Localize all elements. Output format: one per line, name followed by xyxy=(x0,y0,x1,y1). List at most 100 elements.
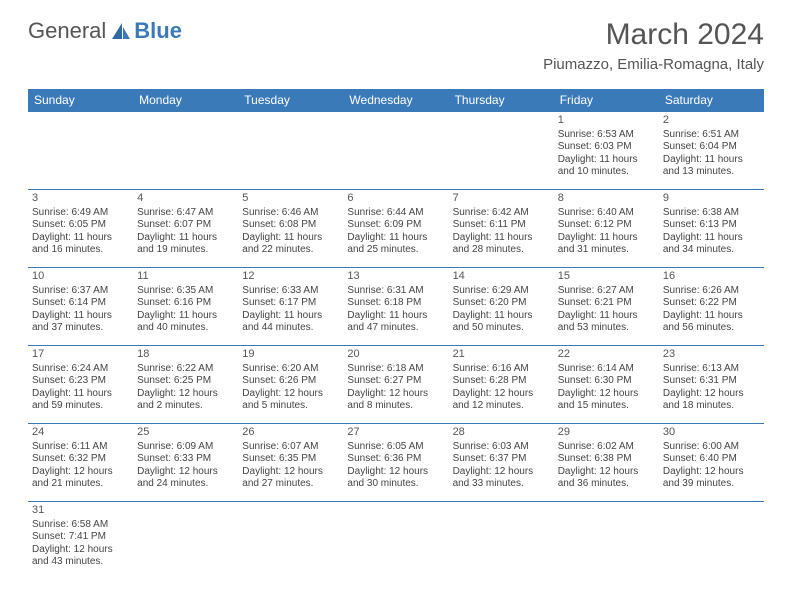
day-info-line: Sunrise: 6:33 AM xyxy=(242,285,339,298)
weekday-header-row: SundayMondayTuesdayWednesdayThursdayFrid… xyxy=(28,89,764,112)
day-info-line: Daylight: 11 hours xyxy=(663,232,760,245)
day-info-line: and 28 minutes. xyxy=(453,244,550,257)
day-info-line: Daylight: 11 hours xyxy=(32,232,129,245)
day-info-line: Daylight: 12 hours xyxy=(663,388,760,401)
day-info-line: and 30 minutes. xyxy=(347,478,444,491)
brand-part2: Blue xyxy=(134,18,182,44)
day-info-line: Daylight: 12 hours xyxy=(453,466,550,479)
calendar-day-cell: 28Sunrise: 6:03 AMSunset: 6:37 PMDayligh… xyxy=(449,424,554,502)
day-info-line: Sunrise: 6:40 AM xyxy=(558,207,655,220)
calendar-day-cell: 18Sunrise: 6:22 AMSunset: 6:25 PMDayligh… xyxy=(133,346,238,424)
day-number: 15 xyxy=(558,270,655,284)
day-number: 14 xyxy=(453,270,550,284)
day-number: 13 xyxy=(347,270,444,284)
day-info-line: Sunrise: 6:05 AM xyxy=(347,441,444,454)
day-number: 6 xyxy=(347,192,444,206)
day-info-line: and 18 minutes. xyxy=(663,400,760,413)
day-info-line: Daylight: 12 hours xyxy=(32,466,129,479)
calendar-empty-cell xyxy=(449,502,554,580)
day-info-line: Sunset: 6:22 PM xyxy=(663,297,760,310)
weekday-header: Wednesday xyxy=(343,89,448,112)
day-info-line: Sunrise: 6:16 AM xyxy=(453,363,550,376)
day-info-line: Sunset: 6:09 PM xyxy=(347,219,444,232)
day-number: 11 xyxy=(137,270,234,284)
sail-icon xyxy=(110,21,132,41)
calendar-day-cell: 3Sunrise: 6:49 AMSunset: 6:05 PMDaylight… xyxy=(28,190,133,268)
weekday-header: Sunday xyxy=(28,89,133,112)
day-info-line: and 22 minutes. xyxy=(242,244,339,257)
day-info-line: Daylight: 12 hours xyxy=(137,388,234,401)
day-info-line: Sunset: 6:07 PM xyxy=(137,219,234,232)
day-info-line: Sunset: 6:18 PM xyxy=(347,297,444,310)
day-info-line: Sunset: 6:17 PM xyxy=(242,297,339,310)
day-info-line: Sunrise: 6:31 AM xyxy=(347,285,444,298)
day-info-line: Daylight: 12 hours xyxy=(347,466,444,479)
day-info-line: Sunrise: 6:38 AM xyxy=(663,207,760,220)
day-number: 19 xyxy=(242,348,339,362)
day-info-line: and 8 minutes. xyxy=(347,400,444,413)
calendar-day-cell: 12Sunrise: 6:33 AMSunset: 6:17 PMDayligh… xyxy=(238,268,343,346)
day-info-line: Sunrise: 6:58 AM xyxy=(32,519,129,532)
day-info-line: Sunset: 6:36 PM xyxy=(347,453,444,466)
day-info-line: Daylight: 12 hours xyxy=(32,544,129,557)
calendar-empty-cell xyxy=(133,502,238,580)
day-info-line: Sunrise: 6:07 AM xyxy=(242,441,339,454)
day-info-line: and 19 minutes. xyxy=(137,244,234,257)
day-info-line: Sunrise: 6:18 AM xyxy=(347,363,444,376)
day-info-line: Sunrise: 6:22 AM xyxy=(137,363,234,376)
day-info-line: Sunset: 6:31 PM xyxy=(663,375,760,388)
calendar-week-row: 10Sunrise: 6:37 AMSunset: 6:14 PMDayligh… xyxy=(28,268,764,346)
calendar-week-row: 3Sunrise: 6:49 AMSunset: 6:05 PMDaylight… xyxy=(28,190,764,268)
day-number: 1 xyxy=(558,114,655,128)
day-info-line: and 50 minutes. xyxy=(453,322,550,335)
day-info-line: Sunset: 6:05 PM xyxy=(32,219,129,232)
calendar-day-cell: 22Sunrise: 6:14 AMSunset: 6:30 PMDayligh… xyxy=(554,346,659,424)
day-info-line: Sunset: 6:28 PM xyxy=(453,375,550,388)
day-number: 9 xyxy=(663,192,760,206)
calendar-day-cell: 11Sunrise: 6:35 AMSunset: 6:16 PMDayligh… xyxy=(133,268,238,346)
calendar-day-cell: 9Sunrise: 6:38 AMSunset: 6:13 PMDaylight… xyxy=(659,190,764,268)
day-number: 3 xyxy=(32,192,129,206)
calendar-day-cell: 26Sunrise: 6:07 AMSunset: 6:35 PMDayligh… xyxy=(238,424,343,502)
day-info-line: and 5 minutes. xyxy=(242,400,339,413)
day-number: 21 xyxy=(453,348,550,362)
calendar-day-cell: 29Sunrise: 6:02 AMSunset: 6:38 PMDayligh… xyxy=(554,424,659,502)
day-info-line: Daylight: 12 hours xyxy=(347,388,444,401)
day-info-line: Sunset: 6:08 PM xyxy=(242,219,339,232)
day-info-line: and 56 minutes. xyxy=(663,322,760,335)
calendar-empty-cell xyxy=(343,502,448,580)
day-info-line: and 2 minutes. xyxy=(137,400,234,413)
day-info-line: Sunset: 6:32 PM xyxy=(32,453,129,466)
calendar-day-cell: 8Sunrise: 6:40 AMSunset: 6:12 PMDaylight… xyxy=(554,190,659,268)
day-info-line: and 15 minutes. xyxy=(558,400,655,413)
day-info-line: Sunset: 6:13 PM xyxy=(663,219,760,232)
day-info-line: and 47 minutes. xyxy=(347,322,444,335)
day-info-line: Sunrise: 6:03 AM xyxy=(453,441,550,454)
day-info-line: Daylight: 11 hours xyxy=(663,154,760,167)
weekday-header: Monday xyxy=(133,89,238,112)
day-info-line: Sunset: 6:16 PM xyxy=(137,297,234,310)
day-info-line: Sunset: 7:41 PM xyxy=(32,531,129,544)
day-info-line: Sunrise: 6:47 AM xyxy=(137,207,234,220)
day-info-line: and 31 minutes. xyxy=(558,244,655,257)
day-info-line: Daylight: 11 hours xyxy=(558,232,655,245)
calendar-day-cell: 6Sunrise: 6:44 AMSunset: 6:09 PMDaylight… xyxy=(343,190,448,268)
day-info-line: and 24 minutes. xyxy=(137,478,234,491)
day-info-line: Sunrise: 6:49 AM xyxy=(32,207,129,220)
title-block: March 2024 Piumazzo, Emilia-Romagna, Ita… xyxy=(543,18,764,73)
day-info-line: Sunset: 6:35 PM xyxy=(242,453,339,466)
day-number: 25 xyxy=(137,426,234,440)
day-info-line: Sunrise: 6:26 AM xyxy=(663,285,760,298)
day-info-line: Sunrise: 6:29 AM xyxy=(453,285,550,298)
day-info-line: Daylight: 11 hours xyxy=(453,232,550,245)
day-info-line: Sunset: 6:38 PM xyxy=(558,453,655,466)
day-number: 4 xyxy=(137,192,234,206)
weekday-header: Friday xyxy=(554,89,659,112)
day-info-line: Daylight: 11 hours xyxy=(663,310,760,323)
day-number: 10 xyxy=(32,270,129,284)
day-info-line: and 59 minutes. xyxy=(32,400,129,413)
day-info-line: Daylight: 12 hours xyxy=(558,388,655,401)
day-info-line: Sunset: 6:27 PM xyxy=(347,375,444,388)
day-info-line: Sunset: 6:26 PM xyxy=(242,375,339,388)
day-number: 2 xyxy=(663,114,760,128)
